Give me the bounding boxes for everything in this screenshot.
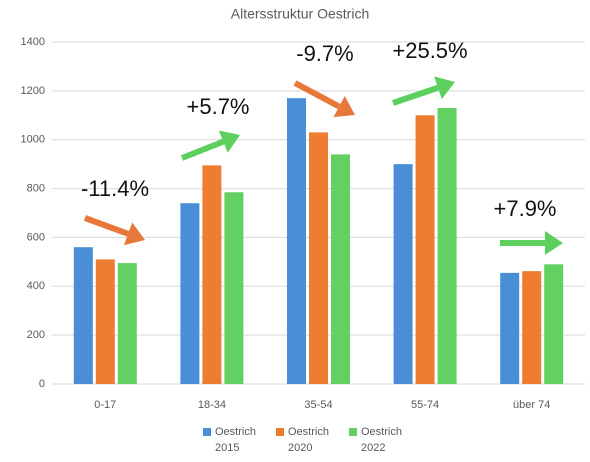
- bar: [500, 272, 520, 384]
- arrow-head: [333, 95, 355, 118]
- arrow-head: [545, 231, 563, 255]
- legend-swatch: [203, 428, 211, 436]
- x-tick-label: 35-54: [304, 399, 332, 411]
- bar: [309, 132, 328, 384]
- arrow-head: [218, 130, 240, 153]
- arrow-shaft: [293, 80, 341, 110]
- bar: [73, 247, 93, 384]
- bar: [331, 154, 350, 384]
- y-tick-label: 0: [39, 378, 45, 390]
- annotation: +25.5%: [392, 38, 467, 63]
- bar: [180, 203, 200, 384]
- bar: [437, 107, 457, 384]
- chart-title: Altersstruktur Oestrich: [231, 6, 369, 22]
- legend-swatch: [276, 428, 284, 436]
- bar: [117, 263, 137, 384]
- legend-item: Oestrich 2015: [203, 424, 265, 456]
- bar: [393, 164, 413, 384]
- x-tick-label: 18-34: [198, 399, 226, 411]
- bar: [287, 98, 306, 384]
- annotation: +5.7%: [187, 94, 250, 119]
- y-tick-label: 200: [27, 329, 45, 341]
- annotation: -9.7%: [296, 41, 353, 66]
- y-tick-label: 1400: [21, 36, 45, 48]
- y-tick-label: 1000: [21, 134, 45, 146]
- annotation: +7.9%: [494, 196, 557, 221]
- y-tick-label: 1200: [21, 85, 45, 97]
- y-tick-label: 600: [27, 231, 45, 243]
- arrow-shaft: [392, 84, 439, 106]
- arrow-head: [123, 222, 145, 246]
- annotation: -11.4%: [81, 176, 149, 201]
- legend-label: Oestrich 2022: [361, 426, 402, 454]
- x-tick-label: 0-17: [94, 399, 116, 411]
- bar: [95, 259, 115, 384]
- arrow-head: [434, 76, 455, 100]
- arrow-shaft: [180, 138, 225, 161]
- bar: [544, 264, 564, 384]
- y-tick-label: 800: [27, 182, 45, 194]
- x-tick-label: 55-74: [411, 399, 439, 411]
- x-tick-label: über 74: [513, 399, 550, 411]
- bar: [522, 271, 542, 384]
- legend-swatch: [349, 428, 357, 436]
- y-tick-label: 400: [27, 280, 45, 292]
- legend-item: Oestrich 2022: [349, 424, 411, 456]
- bar: [224, 192, 244, 384]
- legend-label: Oestrich 2020: [288, 426, 329, 454]
- arrow-shaft: [83, 215, 130, 237]
- legend: Oestrich 2015 Oestrich 2020 Oestrich 2022: [0, 424, 590, 460]
- legend-item: Oestrich 2020: [276, 424, 338, 456]
- legend-label: Oestrich 2015: [215, 426, 256, 454]
- bar: [202, 165, 222, 384]
- bar: [415, 115, 435, 385]
